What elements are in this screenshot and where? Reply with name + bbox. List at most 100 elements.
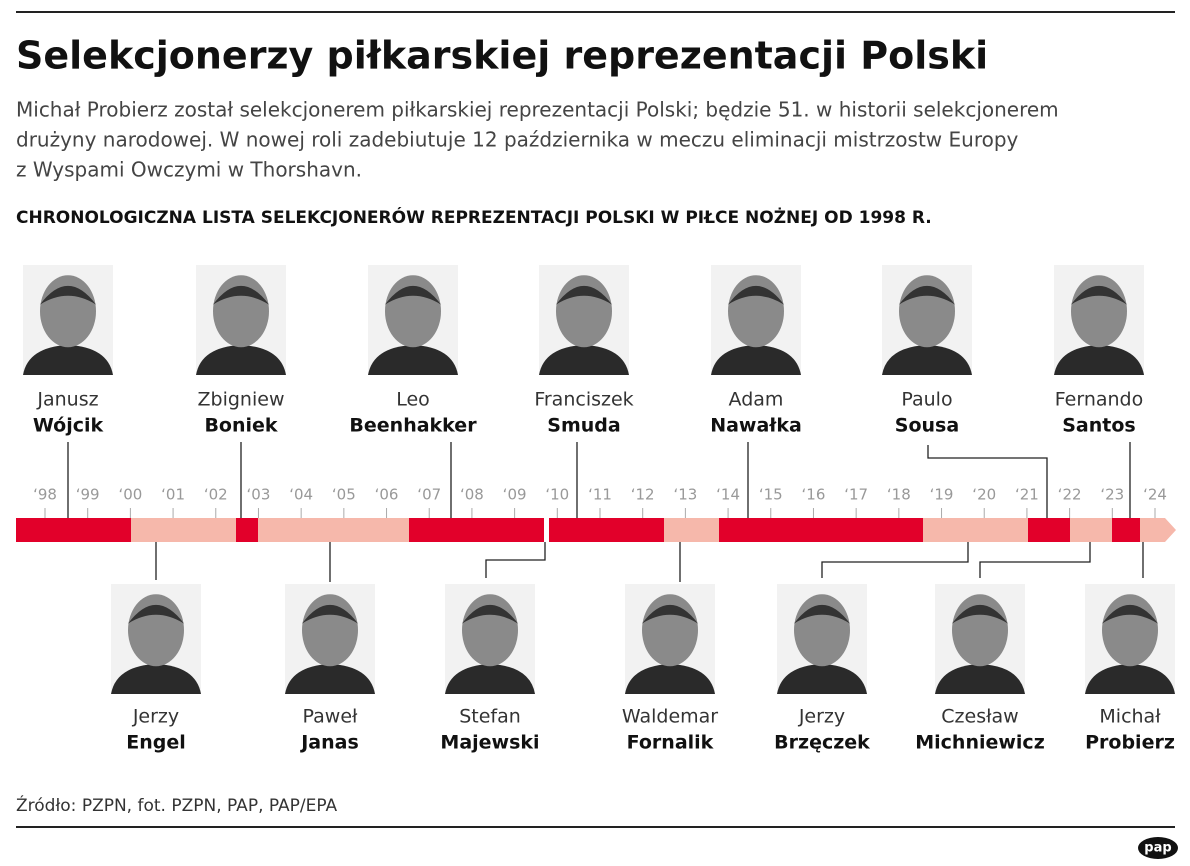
logo: pap [1144,841,1171,856]
year-label: ‘03 [247,486,271,504]
segment [16,518,131,542]
year-label: ‘99 [76,486,100,504]
last-name: Boniek [204,415,277,437]
year-label: ‘22 [1058,486,1082,504]
year-label: ‘06 [375,486,399,504]
year-label: ‘20 [972,486,996,504]
last-name: Brzęczek [774,732,870,754]
segment [409,518,544,542]
photo-hair [462,604,518,624]
title: Selekcjonerzy piłkarskiej reprezentacji … [16,34,988,78]
first-name: Czesław [941,706,1018,728]
first-name: Paulo [901,389,952,411]
year-label: ‘23 [1100,486,1124,504]
first-name: Adam [729,389,784,411]
first-name: Leo [396,389,430,411]
segment [131,518,236,542]
photo-hair [40,285,96,305]
year-label: ‘08 [460,486,484,504]
photo-body [445,664,535,694]
photo-hair [128,604,184,624]
last-name: Beenhakker [349,415,477,437]
last-name: Fornalik [627,732,714,754]
photo-body [935,664,1025,694]
photo-body [23,345,113,375]
photo-body [777,664,867,694]
photo-body [285,664,375,694]
photo-hair [1071,285,1127,305]
photo-body [196,345,286,375]
photo-hair [728,285,784,305]
year-label: ‘15 [759,486,783,504]
segment [1028,518,1070,542]
first-name: Jerzy [132,706,179,728]
last-name: Janas [299,732,359,754]
connector [155,542,1144,582]
connectors [67,442,1144,582]
photo-hair [556,285,612,305]
photo-hair [1102,604,1158,624]
photo-hair [899,285,955,305]
section-title: CHRONOLOGICZNA LISTA SELEKCJONERÓW REPRE… [16,206,932,228]
last-name: Santos [1062,415,1135,437]
year-label: ‘09 [503,486,527,504]
segment [664,518,719,542]
year-label: ‘13 [673,486,697,504]
photo-body [539,345,629,375]
first-name: Franciszek [534,389,633,411]
last-name: Majewski [440,732,539,754]
year-label: ‘12 [631,486,655,504]
photo-hair [213,285,269,305]
logo-badge [1138,837,1178,859]
photo-hair [794,604,850,624]
year-label: ‘10 [545,486,569,504]
year-label: ‘16 [802,486,826,504]
subtitle-line: Michał Probierz został selekcjonerem pił… [16,98,1059,122]
first-name: Stefan [459,706,521,728]
photo-body [1054,345,1144,375]
segment [923,518,1028,542]
last-name: Michniewicz [915,732,1045,754]
last-name: Nawałka [710,415,802,437]
photo-body [368,345,458,375]
first-name: Zbigniew [198,389,285,411]
year-label: ‘05 [332,486,356,504]
timeline-bar [16,518,1176,542]
first-name: Michał [1099,706,1161,728]
first-name: Fernando [1055,389,1143,411]
year-label: ‘04 [289,486,313,504]
last-name: Smuda [547,415,620,437]
source: Źródło: PZPN, fot. PZPN, PAP, PAP/EPA [16,794,338,816]
photo-body [111,664,201,694]
year-label: ‘17 [844,486,868,504]
year-label: ‘19 [930,486,954,504]
segment [236,518,258,542]
first-name: Waldemar [622,706,718,728]
segment-arrow [1140,518,1176,542]
connector [67,442,1131,518]
year-label: ‘24 [1143,486,1167,504]
photo-body [882,345,972,375]
segment [549,518,664,542]
photo-body [1085,664,1175,694]
segment [258,518,409,542]
photo-hair [385,285,441,305]
year-label: ‘18 [887,486,911,504]
year-label: ‘02 [204,486,228,504]
segment [1070,518,1112,542]
year-label: ‘07 [417,486,441,504]
photo-body [711,345,801,375]
photo-body [625,664,715,694]
photo-hair [952,604,1008,624]
segment [1112,518,1140,542]
last-name: Probierz [1085,732,1175,754]
photo-hair [302,604,358,624]
first-name: Janusz [36,389,98,411]
year-label: ‘14 [716,486,740,504]
year-label: ‘98 [33,486,57,504]
year-label: ‘11 [588,486,612,504]
subtitle-line: z Wyspami Owczymi w Thorshavn. [16,158,362,182]
last-name: Wójcik [33,415,104,437]
year-label: ‘00 [118,486,142,504]
